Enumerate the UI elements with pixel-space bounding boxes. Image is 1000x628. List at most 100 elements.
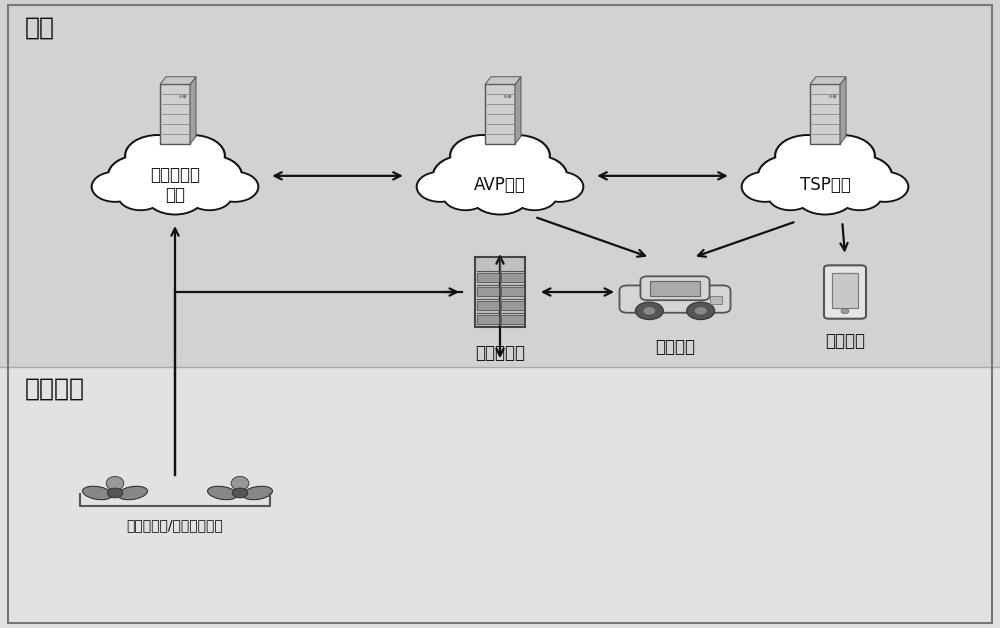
- Circle shape: [119, 182, 162, 210]
- Circle shape: [742, 172, 788, 201]
- Circle shape: [188, 182, 231, 210]
- Circle shape: [781, 144, 869, 198]
- Circle shape: [418, 173, 463, 201]
- Circle shape: [841, 308, 849, 313]
- Circle shape: [485, 136, 549, 176]
- Bar: [0, 367, 1000, 628]
- Circle shape: [434, 156, 497, 196]
- Circle shape: [212, 173, 257, 201]
- Ellipse shape: [83, 486, 112, 500]
- Circle shape: [108, 156, 173, 196]
- Text: 云端: 云端: [25, 16, 55, 40]
- Circle shape: [146, 178, 204, 214]
- Circle shape: [776, 136, 839, 176]
- FancyBboxPatch shape: [501, 315, 524, 324]
- Circle shape: [513, 182, 556, 210]
- Circle shape: [862, 172, 908, 201]
- Polygon shape: [190, 77, 196, 144]
- Ellipse shape: [106, 477, 124, 490]
- FancyBboxPatch shape: [501, 287, 524, 296]
- Circle shape: [743, 173, 788, 201]
- Circle shape: [232, 488, 248, 498]
- FancyBboxPatch shape: [477, 273, 498, 283]
- FancyBboxPatch shape: [620, 285, 730, 313]
- Circle shape: [131, 144, 219, 198]
- Text: 停车场端: 停车场端: [25, 377, 85, 401]
- Circle shape: [759, 156, 822, 196]
- Circle shape: [161, 136, 224, 176]
- Circle shape: [810, 136, 874, 176]
- FancyBboxPatch shape: [501, 273, 524, 283]
- Circle shape: [758, 156, 823, 196]
- Circle shape: [451, 136, 515, 176]
- Ellipse shape: [243, 486, 272, 500]
- Circle shape: [119, 182, 162, 209]
- Circle shape: [126, 136, 190, 176]
- Circle shape: [513, 182, 556, 209]
- Circle shape: [782, 144, 868, 198]
- Polygon shape: [840, 77, 846, 144]
- Text: 停车场管理
系统: 停车场管理 系统: [150, 166, 200, 204]
- Circle shape: [147, 178, 203, 214]
- Ellipse shape: [208, 486, 237, 500]
- Text: 边缘服务器: 边缘服务器: [475, 344, 525, 362]
- Circle shape: [827, 156, 892, 196]
- Circle shape: [451, 136, 514, 176]
- Circle shape: [776, 136, 840, 176]
- Circle shape: [457, 144, 543, 198]
- FancyBboxPatch shape: [485, 84, 515, 144]
- Circle shape: [769, 182, 812, 210]
- FancyBboxPatch shape: [810, 84, 840, 144]
- Circle shape: [486, 136, 549, 176]
- FancyBboxPatch shape: [477, 301, 498, 310]
- Text: 智能摄像头/毫米波雷达等: 智能摄像头/毫米波雷达等: [127, 518, 223, 532]
- Circle shape: [444, 182, 487, 209]
- Circle shape: [107, 488, 123, 498]
- Circle shape: [212, 172, 258, 201]
- Circle shape: [160, 136, 224, 176]
- Ellipse shape: [118, 486, 147, 500]
- Text: AVP平台: AVP平台: [474, 176, 526, 194]
- Circle shape: [132, 144, 218, 198]
- Circle shape: [126, 136, 189, 176]
- Polygon shape: [515, 77, 521, 144]
- Circle shape: [471, 178, 529, 214]
- Circle shape: [811, 136, 874, 176]
- Circle shape: [456, 144, 544, 198]
- Circle shape: [433, 156, 498, 196]
- Circle shape: [92, 172, 138, 201]
- Circle shape: [502, 156, 567, 196]
- FancyBboxPatch shape: [710, 296, 722, 304]
- FancyBboxPatch shape: [160, 84, 190, 144]
- Circle shape: [537, 172, 583, 201]
- FancyBboxPatch shape: [477, 315, 498, 324]
- FancyBboxPatch shape: [650, 281, 700, 296]
- Polygon shape: [160, 77, 196, 84]
- FancyBboxPatch shape: [475, 257, 525, 327]
- Circle shape: [635, 302, 663, 320]
- FancyBboxPatch shape: [477, 287, 498, 296]
- Ellipse shape: [231, 477, 249, 490]
- Circle shape: [769, 182, 812, 209]
- Circle shape: [417, 172, 463, 201]
- Circle shape: [643, 307, 655, 315]
- Text: 车辆终端: 车辆终端: [655, 338, 695, 356]
- Circle shape: [838, 182, 881, 209]
- Circle shape: [177, 156, 242, 196]
- Circle shape: [838, 182, 881, 210]
- Text: 移动终端: 移动终端: [825, 332, 865, 350]
- FancyBboxPatch shape: [832, 273, 858, 308]
- Circle shape: [537, 173, 582, 201]
- Circle shape: [797, 178, 853, 214]
- Circle shape: [178, 156, 241, 196]
- Circle shape: [687, 302, 715, 320]
- Circle shape: [93, 173, 138, 201]
- Circle shape: [695, 307, 707, 315]
- Polygon shape: [485, 77, 521, 84]
- Circle shape: [188, 182, 231, 209]
- FancyBboxPatch shape: [501, 301, 524, 310]
- FancyBboxPatch shape: [640, 276, 710, 300]
- Circle shape: [796, 178, 854, 214]
- Text: TSP平台: TSP平台: [800, 176, 850, 194]
- Circle shape: [862, 173, 907, 201]
